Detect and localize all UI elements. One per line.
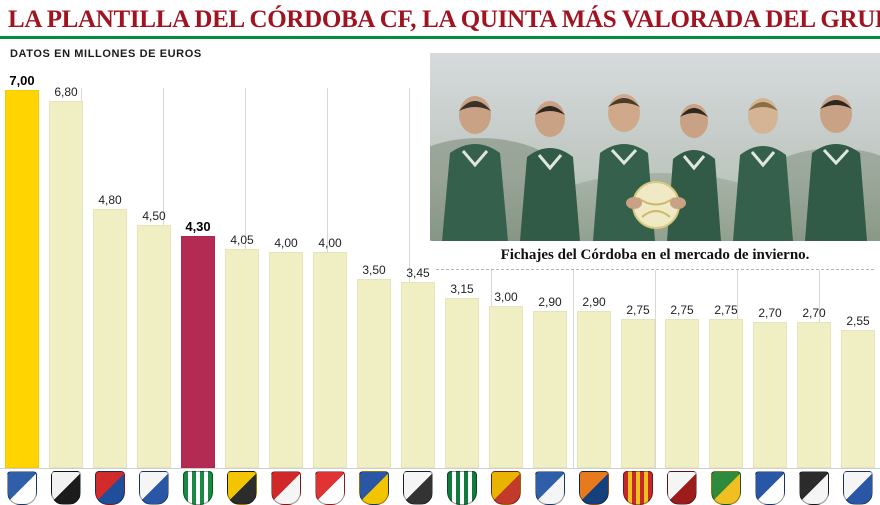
bar (665, 319, 699, 468)
bar-value-label: 3,50 (362, 263, 386, 277)
title-underline (0, 36, 880, 39)
bar (49, 101, 83, 468)
team-logo (447, 471, 477, 505)
team-logo (315, 471, 345, 505)
bar-value-label: 4,30 (185, 219, 211, 234)
team-logo (711, 471, 741, 505)
bar (5, 90, 39, 468)
player-figures (442, 94, 867, 241)
bar-column: 3,15 (440, 60, 484, 505)
bar (841, 330, 875, 468)
bar (533, 311, 567, 468)
bar-value-label: 2,75 (714, 303, 738, 317)
bar-column: 4,05 (220, 60, 264, 505)
team-logo (359, 471, 389, 505)
bar (621, 319, 655, 468)
team-logo (535, 471, 565, 505)
chart-units-label: DATOS EN MILLONES DE EUROS (10, 48, 202, 60)
team-logo (403, 471, 433, 505)
bar (445, 298, 479, 468)
bar (137, 225, 171, 468)
bar-value-label: 2,90 (582, 295, 606, 309)
bar-column: 7,00 (0, 60, 44, 505)
bar (313, 252, 347, 468)
bar (577, 311, 611, 468)
bar-column: 4,00 (264, 60, 308, 505)
bar-value-label: 2,75 (626, 303, 650, 317)
bar-value-label: 2,55 (846, 314, 870, 328)
bar-value-label: 4,80 (98, 193, 122, 207)
bar (489, 306, 523, 468)
bar-value-label: 4,05 (230, 233, 254, 247)
page-title: LA PLANTILLA DEL CÓRDOBA CF, LA QUINTA M… (8, 6, 880, 33)
bar-value-label: 4,00 (318, 236, 342, 250)
bar-value-label: 2,90 (538, 295, 562, 309)
bar-value-label: 2,70 (802, 306, 826, 320)
team-logo (579, 471, 609, 505)
bar (181, 236, 215, 468)
team-logo (227, 471, 257, 505)
bar-column: 2,90 (528, 60, 572, 505)
players-photo-image (430, 53, 880, 241)
photo-caption: Fichajes del Córdoba en el mercado de in… (500, 247, 810, 263)
team-logo (843, 471, 873, 505)
bar (357, 279, 391, 468)
team-logo (51, 471, 81, 505)
bar-value-label: 2,75 (670, 303, 694, 317)
bar-value-label: 3,45 (406, 266, 430, 280)
bar-column: 2,55 (836, 60, 880, 505)
infographic-header: LA PLANTILLA DEL CÓRDOBA CF, LA QUINTA M… (0, 0, 880, 62)
team-logo (183, 471, 213, 505)
bar-value-label: 7,00 (9, 73, 35, 88)
bar-column: 4,80 (88, 60, 132, 505)
team-logo (271, 471, 301, 505)
bar (93, 209, 127, 468)
bar-value-label: 4,50 (142, 209, 166, 223)
bar-column: 2,75 (704, 60, 748, 505)
team-logo (799, 471, 829, 505)
bar-column: 4,50 (132, 60, 176, 505)
bar (401, 282, 435, 468)
bar (225, 249, 259, 468)
bar-value-label: 3,00 (494, 290, 518, 304)
players-photo: Fichajes del Córdoba en el mercado de in… (430, 53, 880, 270)
bar (709, 319, 743, 468)
bar-column: 6,80 (44, 60, 88, 505)
team-logo (623, 471, 653, 505)
caption-divider (436, 269, 874, 270)
bar-column: 2,75 (660, 60, 704, 505)
bar (797, 322, 831, 468)
bar (269, 252, 303, 468)
bar-value-label: 2,70 (758, 306, 782, 320)
team-logo (95, 471, 125, 505)
bar-column: 4,00 (308, 60, 352, 505)
team-logo (667, 471, 697, 505)
bar-column: 4,30 (176, 60, 220, 505)
team-logo (755, 471, 785, 505)
team-logo (491, 471, 521, 505)
bar-column: 3,50 (352, 60, 396, 505)
bar-value-label: 4,00 (274, 236, 298, 250)
bar-value-label: 6,80 (54, 85, 78, 99)
bar-column: 2,70 (748, 60, 792, 505)
bar (753, 322, 787, 468)
bar-value-label: 3,15 (450, 282, 474, 296)
team-logo (7, 471, 37, 505)
team-logo (139, 471, 169, 505)
